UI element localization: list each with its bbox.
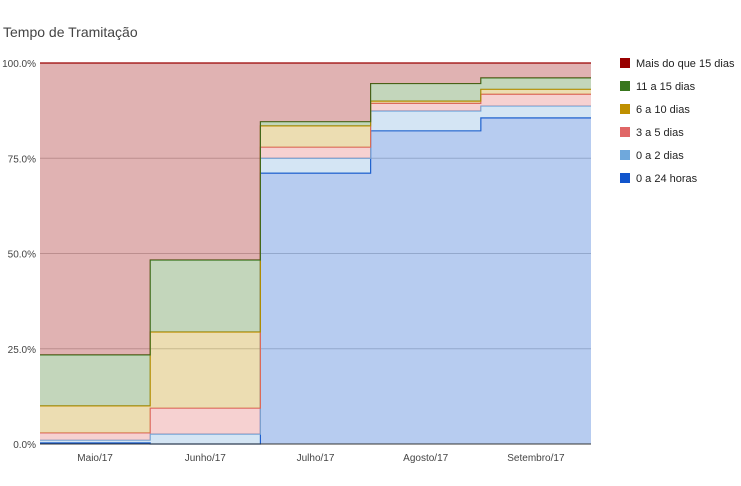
y-tick-label: 25.0% bbox=[8, 345, 36, 356]
legend-swatch bbox=[620, 127, 630, 137]
x-tick-label: Setembro/17 bbox=[507, 453, 565, 464]
legend-item: Mais do que 15 dias bbox=[620, 58, 735, 70]
legend-swatch bbox=[620, 173, 630, 183]
legend-label: 0 a 24 horas bbox=[636, 173, 698, 185]
y-tick-label: 100.0% bbox=[2, 59, 36, 70]
legend-swatch bbox=[620, 81, 630, 91]
legend-swatch bbox=[620, 104, 630, 114]
area-band-6-a-10-dias bbox=[40, 89, 591, 433]
legend-label: 6 a 10 dias bbox=[636, 104, 690, 116]
legend-label: 11 a 15 dias bbox=[636, 81, 696, 93]
legend-item: 11 a 15 dias bbox=[620, 81, 696, 93]
y-tick-label: 50.0% bbox=[8, 250, 36, 261]
x-tick-label: Agosto/17 bbox=[403, 453, 448, 464]
x-tick-label: Julho/17 bbox=[297, 453, 335, 464]
series-line-0-a-2-dias bbox=[40, 105, 591, 441]
series-line-11-a-15-dias bbox=[40, 77, 591, 356]
legend-label: 3 a 5 dias bbox=[636, 127, 684, 139]
area-band-11-a-15-dias bbox=[40, 77, 591, 406]
legend-swatch bbox=[620, 150, 630, 160]
y-tick-label: 75.0% bbox=[8, 154, 36, 165]
series-line-0-a-24-horas bbox=[40, 117, 591, 445]
legend-item: 3 a 5 dias bbox=[620, 127, 684, 139]
legend-item: 0 a 2 dias bbox=[620, 150, 684, 162]
legend-item: 0 a 24 horas bbox=[620, 173, 698, 185]
legend-label: Mais do que 15 dias bbox=[636, 58, 735, 70]
area-band-mais-do-que-15-dias bbox=[40, 63, 591, 355]
x-tick-label: Maio/17 bbox=[77, 453, 113, 464]
x-tick-label: Junho/17 bbox=[185, 453, 227, 464]
legend-swatch bbox=[620, 58, 630, 68]
area-band-0-a-24-horas bbox=[40, 117, 591, 444]
legend-item: 6 a 10 dias bbox=[620, 104, 690, 116]
chart-title: Tempo de Tramitação bbox=[3, 24, 138, 40]
series-line-6-a-10-dias bbox=[40, 88, 591, 407]
y-tick-label: 0.0% bbox=[13, 440, 36, 451]
legend-label: 0 a 2 dias bbox=[636, 150, 684, 162]
